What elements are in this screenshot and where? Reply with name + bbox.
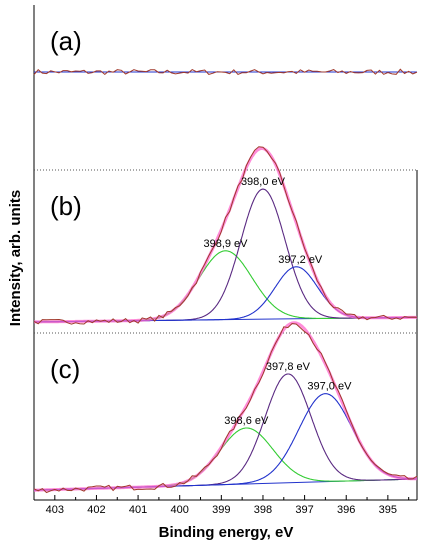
component-peak-3 — [34, 266, 418, 323]
component-peak-1 — [34, 250, 418, 323]
x-axis: 403 402 401 400 399 398 397 396 395 — [46, 495, 410, 516]
y-axis-title: Intensity, arb. units — [7, 190, 24, 326]
x-tick-label: 396 — [337, 504, 355, 516]
peak-label-3: 397,2 eV — [278, 254, 323, 266]
peak-label-2: 398,0 eV — [241, 176, 286, 188]
x-tick-label: 395 — [379, 504, 397, 516]
panel-label: (a) — [50, 26, 82, 56]
x-tick-label: 399 — [212, 504, 230, 516]
panel-label: (c) — [50, 354, 80, 384]
panel-c: 398,6 eV 397,8 eV 397,0 eV (c) — [33, 321, 418, 494]
x-tick-label: 402 — [87, 504, 105, 516]
panel-label: (b) — [50, 191, 82, 221]
panel-a: (a) — [33, 26, 418, 76]
component-peak-1 — [34, 427, 417, 491]
peak-label-1: 398,9 eV — [203, 238, 248, 250]
raw-spectrum — [33, 146, 418, 325]
x-axis-title: Binding energy, eV — [159, 524, 294, 541]
raw-spectrum — [33, 322, 418, 494]
raw-spectrum — [33, 68, 418, 76]
fit-envelope — [34, 147, 418, 324]
peak-label-2: 397,8 eV — [266, 361, 311, 373]
x-tick-label: 401 — [129, 504, 147, 516]
component-peak-2 — [34, 373, 417, 491]
panel-b: 398,9 eV 398,0 eV 397,2 eV (b) — [33, 146, 418, 325]
x-tick-label: 398 — [254, 504, 272, 516]
x-tick-label: 397 — [295, 504, 313, 516]
component-peak-2 — [34, 188, 418, 323]
plot-frame — [33, 5, 418, 501]
x-tick-label: 400 — [171, 504, 189, 516]
peak-label-1: 398,6 eV — [224, 415, 269, 427]
fit-envelope — [34, 321, 417, 492]
peak-label-3: 397,0 eV — [307, 381, 352, 393]
x-tick-label: 403 — [46, 504, 64, 516]
